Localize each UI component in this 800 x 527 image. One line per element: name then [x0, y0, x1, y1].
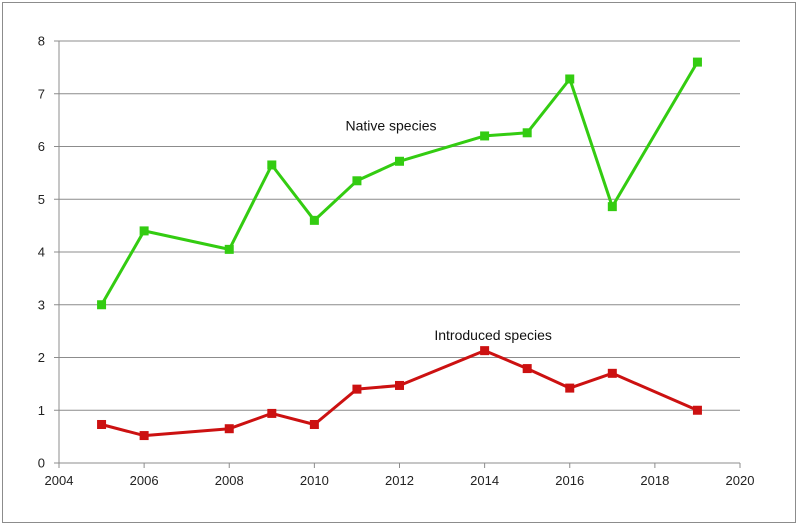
data-point-native-species	[480, 131, 490, 141]
data-point-native-species	[565, 74, 575, 84]
y-tick-label: 3	[38, 297, 45, 312]
series-label-native-species: Native species	[345, 118, 436, 134]
data-point-introduced-species	[309, 419, 319, 429]
data-point-introduced-species	[352, 384, 362, 394]
data-point-native-species	[267, 160, 277, 170]
x-tick-label: 2010	[300, 473, 329, 488]
series-group	[97, 57, 702, 441]
data-point-native-species	[352, 176, 362, 186]
data-point-native-species	[607, 202, 617, 212]
series-line-native-species	[100, 61, 699, 306]
data-point-introduced-species	[522, 364, 532, 374]
x-tick-label: 2004	[45, 473, 74, 488]
y-tick-label: 6	[38, 139, 45, 154]
y-tick-label: 8	[38, 34, 45, 49]
data-point-introduced-species	[97, 419, 107, 429]
data-point-native-species	[224, 244, 234, 254]
y-tick-label: 2	[38, 350, 45, 365]
x-tick-label: 2006	[130, 473, 159, 488]
data-point-introduced-species	[480, 346, 490, 356]
data-point-native-species	[139, 226, 149, 236]
y-tick-label: 5	[38, 192, 45, 207]
x-tick-labels: 2004 2006 2008 2010 2012 2014 2016 2018 2020	[45, 473, 755, 488]
x-tick-label: 2018	[640, 473, 669, 488]
y-tick-labels: 0 1 2 3 4 5 6 7 8	[38, 34, 45, 471]
data-point-introduced-species	[565, 383, 575, 393]
data-point-native-species	[692, 57, 702, 67]
data-point-native-species	[395, 156, 404, 166]
data-point-native-species	[309, 215, 319, 225]
data-point-native-species	[97, 300, 107, 310]
data-point-introduced-species	[224, 424, 234, 434]
x-tick-label: 2020	[726, 473, 755, 488]
y-tick-label: 4	[38, 245, 45, 260]
series-labels: Native species Introduced species	[345, 118, 551, 343]
series-label-introduced-species: Introduced species	[434, 327, 552, 343]
y-tick-label: 0	[38, 456, 45, 471]
series-line-introduced-species	[101, 349, 698, 438]
x-tick-label: 2016	[555, 473, 584, 488]
data-point-introduced-species	[139, 431, 149, 441]
data-point-introduced-species	[607, 368, 617, 378]
y-tick-label: 7	[38, 86, 45, 101]
x-tick-label: 2008	[215, 473, 244, 488]
gridlines	[59, 40, 740, 411]
y-tick-label: 1	[38, 403, 45, 418]
x-tick-label: 2014	[470, 473, 499, 488]
x-tick-label: 2012	[385, 473, 414, 488]
axes	[54, 40, 741, 468]
data-point-native-species	[522, 128, 532, 138]
data-point-introduced-species	[692, 405, 702, 415]
data-point-introduced-species	[395, 380, 404, 390]
data-point-introduced-species	[267, 408, 277, 418]
